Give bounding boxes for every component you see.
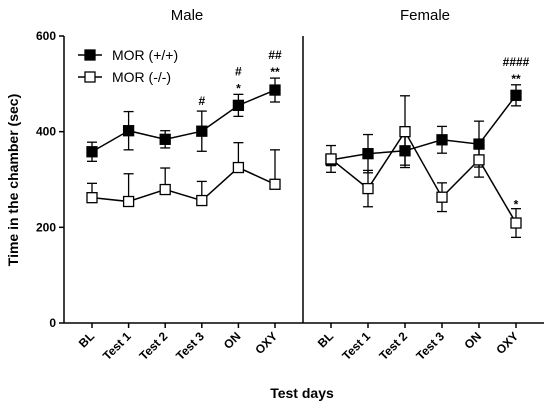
y-tick-label: 400 xyxy=(36,125,56,139)
legend-label: MOR (-/-) xyxy=(112,69,171,85)
x-tick-label: OXY xyxy=(493,329,521,357)
x-tick-label: OXY xyxy=(252,329,280,357)
y-tick-label: 600 xyxy=(36,29,56,43)
x-tick-label: Test 1 xyxy=(100,329,134,363)
data-point xyxy=(510,89,522,101)
series-line-mor-wt xyxy=(330,94,517,161)
data-point xyxy=(399,126,411,138)
legend-marker xyxy=(84,71,96,83)
y-tick-label: 0 xyxy=(49,316,56,330)
significance-marker: #### xyxy=(503,55,530,69)
x-tick-label: ON xyxy=(221,329,244,352)
legend-label: MOR (+/+) xyxy=(112,47,178,63)
x-tick-label: BL xyxy=(76,329,97,350)
significance-marker: ** xyxy=(270,65,280,79)
significance-marker: # xyxy=(235,64,242,78)
data-point xyxy=(86,146,98,158)
data-point xyxy=(436,134,448,146)
x-tick-label: BL xyxy=(315,329,336,350)
significance-marker: # xyxy=(198,94,205,108)
data-point xyxy=(196,194,208,207)
significance-marker: * xyxy=(514,198,519,212)
data-point xyxy=(159,133,171,145)
series-line-mor-wt xyxy=(91,89,276,153)
data-point xyxy=(122,195,135,208)
series-line-mor-ko xyxy=(91,166,276,203)
data-point xyxy=(196,125,208,137)
data-point xyxy=(232,161,245,174)
data-point xyxy=(436,191,448,203)
data-point xyxy=(269,178,281,190)
data-point xyxy=(159,183,171,196)
x-tick-label: ON xyxy=(461,329,484,352)
data-point xyxy=(362,182,374,195)
data-point xyxy=(510,217,522,229)
y-tick-label: 200 xyxy=(36,220,56,234)
data-point xyxy=(122,125,135,137)
x-axis-title: Test days xyxy=(270,385,334,401)
series-line-mor-ko xyxy=(330,130,517,224)
y-axis-title: Time in the chamber (sec) xyxy=(5,94,21,266)
x-tick-label: Test 2 xyxy=(376,329,410,363)
significance-marker: ** xyxy=(511,72,521,86)
x-tick-label: Test 2 xyxy=(137,329,171,363)
x-tick-label: Test 1 xyxy=(339,329,373,363)
data-point xyxy=(86,192,98,204)
significance-marker: * xyxy=(236,81,241,95)
significance-marker: ## xyxy=(268,48,282,62)
x-tick-label: Test 3 xyxy=(413,329,447,363)
male-panel-title: Male xyxy=(171,7,204,24)
data-point xyxy=(269,84,281,96)
x-tick-label: Test 3 xyxy=(173,329,207,363)
data-point xyxy=(362,148,374,160)
data-point xyxy=(232,99,245,112)
data-point xyxy=(473,154,485,166)
female-panel-title: Female xyxy=(400,7,450,24)
data-point xyxy=(325,153,337,165)
legend-marker xyxy=(84,49,96,61)
